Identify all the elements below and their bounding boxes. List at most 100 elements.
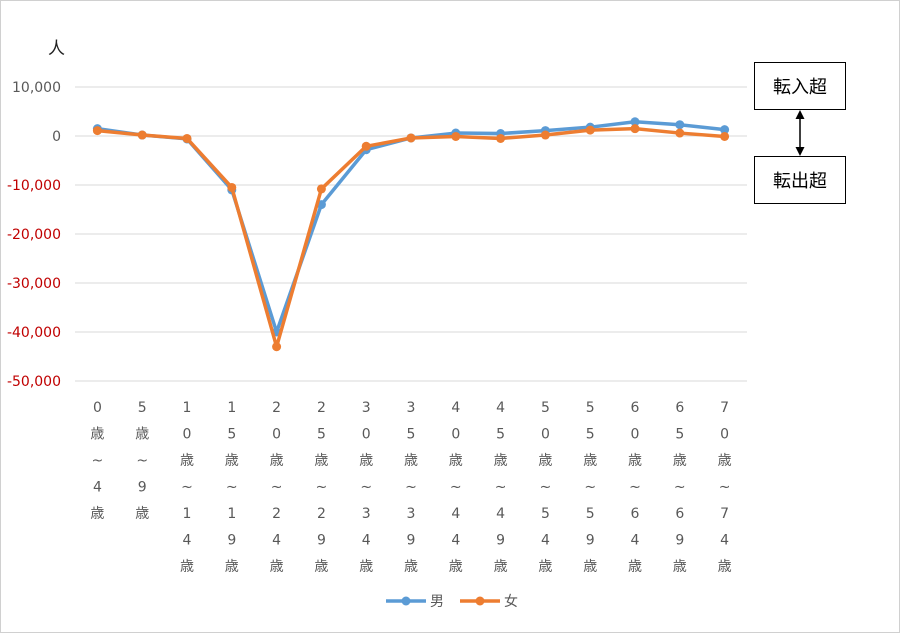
x-tick-char: 9 xyxy=(675,533,684,549)
data-point xyxy=(182,133,192,143)
x-tick-char: ~ xyxy=(719,480,731,496)
x-tick-char: 9 xyxy=(317,533,326,549)
series-男 xyxy=(92,117,730,337)
x-tick-char: 2 xyxy=(272,506,281,522)
x-tick-char: 2 xyxy=(272,400,281,416)
x-tick-label: 3 5 歳 ~3 9 歳 xyxy=(404,400,418,575)
x-tick-char: 歳 xyxy=(359,559,373,575)
data-point xyxy=(137,130,147,140)
x-tick-char: 歳 xyxy=(583,559,597,575)
x-tick-char: 9 xyxy=(586,533,595,549)
data-point xyxy=(451,131,461,141)
x-tick-char: 5 xyxy=(138,400,147,416)
series-layer xyxy=(92,117,730,352)
data-point xyxy=(675,120,685,130)
x-tick-char: 歳 xyxy=(718,559,732,575)
x-tick-char: 5 xyxy=(541,400,550,416)
x-tick-char: 3 xyxy=(362,506,371,522)
legend-swatch-marker xyxy=(401,596,411,606)
legend-entry: 男 xyxy=(386,594,444,610)
legend-swatch-marker xyxy=(475,596,485,606)
data-point xyxy=(92,126,102,136)
x-tick-char: 4 xyxy=(631,533,640,549)
x-tick-char: 4 xyxy=(720,533,729,549)
x-axis-ticks: 0 歳 ~4 歳 5 歳 ~9 歳 1 0 歳 ~1 4 歳 1 5 歳 ~1 9 歳 2 0 歳 ~2 4 歳 2 5 歳 ~2 9 歳 3 0… xyxy=(90,400,731,575)
x-tick-char: ~ xyxy=(540,480,552,496)
x-tick-char: 歳 xyxy=(628,453,642,469)
series-女 xyxy=(92,124,730,352)
x-tick-label: 4 5 歳 ~4 9 歳 xyxy=(494,400,508,575)
x-tick-char: 2 xyxy=(317,506,326,522)
y-tick-label: -10,000 xyxy=(7,178,61,194)
y-tick-label: -40,000 xyxy=(7,325,61,341)
x-tick-char: 歳 xyxy=(135,427,149,443)
x-tick-char: 歳 xyxy=(628,559,642,575)
x-tick-char: 6 xyxy=(675,400,684,416)
x-tick-char: 0 xyxy=(93,400,102,416)
x-tick-char: 7 xyxy=(720,506,729,522)
y-tick-label: -50,000 xyxy=(7,374,61,390)
data-point xyxy=(496,133,506,143)
x-tick-char: 0 xyxy=(272,427,281,443)
data-point xyxy=(720,125,730,135)
data-point xyxy=(227,182,237,192)
series-line xyxy=(97,126,725,349)
x-tick-label: 2 0 歳 ~2 4 歳 xyxy=(270,400,284,575)
x-tick-char: 7 xyxy=(720,400,729,416)
x-tick-char: 4 xyxy=(362,533,371,549)
x-tick-char: 1 xyxy=(227,506,236,522)
x-tick-char: 歳 xyxy=(538,453,552,469)
x-tick-char: 0 xyxy=(362,427,371,443)
x-tick-char: 歳 xyxy=(449,453,463,469)
x-tick-char: 0 xyxy=(631,427,640,443)
x-tick-char: 歳 xyxy=(494,453,508,469)
x-tick-label: 6 0 歳 ~6 4 歳 xyxy=(628,400,642,575)
x-tick-char: 1 xyxy=(183,506,192,522)
x-tick-char: 歳 xyxy=(270,453,284,469)
data-point xyxy=(406,133,416,143)
data-point xyxy=(720,131,730,141)
x-tick-char: 5 xyxy=(586,506,595,522)
x-tick-char: 1 xyxy=(227,400,236,416)
x-tick-char: 4 xyxy=(496,400,505,416)
x-tick-label: 3 0 歳 ~3 4 歳 xyxy=(359,400,373,575)
direction-arrow xyxy=(795,110,805,156)
x-tick-char: 歳 xyxy=(583,453,597,469)
x-tick-char: 歳 xyxy=(135,506,149,522)
x-tick-char: 歳 xyxy=(180,453,194,469)
x-tick-char: 歳 xyxy=(538,559,552,575)
x-tick-char: 0 xyxy=(720,427,729,443)
x-tick-char: 歳 xyxy=(449,559,463,575)
data-point xyxy=(316,184,326,194)
x-tick-char: 6 xyxy=(631,400,640,416)
x-tick-char: 歳 xyxy=(494,559,508,575)
x-tick-char: 5 xyxy=(586,427,595,443)
x-tick-char: 4 xyxy=(496,506,505,522)
x-tick-label: 1 0 歳 ~1 4 歳 xyxy=(180,400,194,575)
x-tick-char: ~ xyxy=(629,480,641,496)
x-tick-label: 2 5 歳 ~2 9 歳 xyxy=(314,400,328,575)
x-tick-char: 歳 xyxy=(180,559,194,575)
x-tick-char: 歳 xyxy=(718,453,732,469)
x-tick-char: 歳 xyxy=(90,427,104,443)
x-tick-char: ~ xyxy=(674,480,686,496)
x-tick-label: 6 5 歳 ~6 9 歳 xyxy=(673,400,687,575)
x-tick-char: ~ xyxy=(360,480,372,496)
x-tick-char: 5 xyxy=(586,400,595,416)
x-tick-label: 5 歳 ~9 歳 xyxy=(135,400,149,522)
x-tick-char: 3 xyxy=(407,400,416,416)
y-tick-label: 0 xyxy=(52,129,61,145)
net-out-label-box: 転出超 xyxy=(754,156,846,204)
x-tick-char: ~ xyxy=(495,480,507,496)
x-tick-char: 歳 xyxy=(225,453,239,469)
x-tick-char: ~ xyxy=(405,480,417,496)
x-tick-char: 0 xyxy=(541,427,550,443)
x-tick-char: 6 xyxy=(631,506,640,522)
x-tick-char: 0 xyxy=(451,427,460,443)
x-tick-char: 4 xyxy=(541,533,550,549)
x-tick-label: 7 0 歳 ~7 4 歳 xyxy=(718,400,732,575)
data-point xyxy=(630,117,640,127)
x-tick-char: 4 xyxy=(272,533,281,549)
x-tick-char: 4 xyxy=(451,533,460,549)
